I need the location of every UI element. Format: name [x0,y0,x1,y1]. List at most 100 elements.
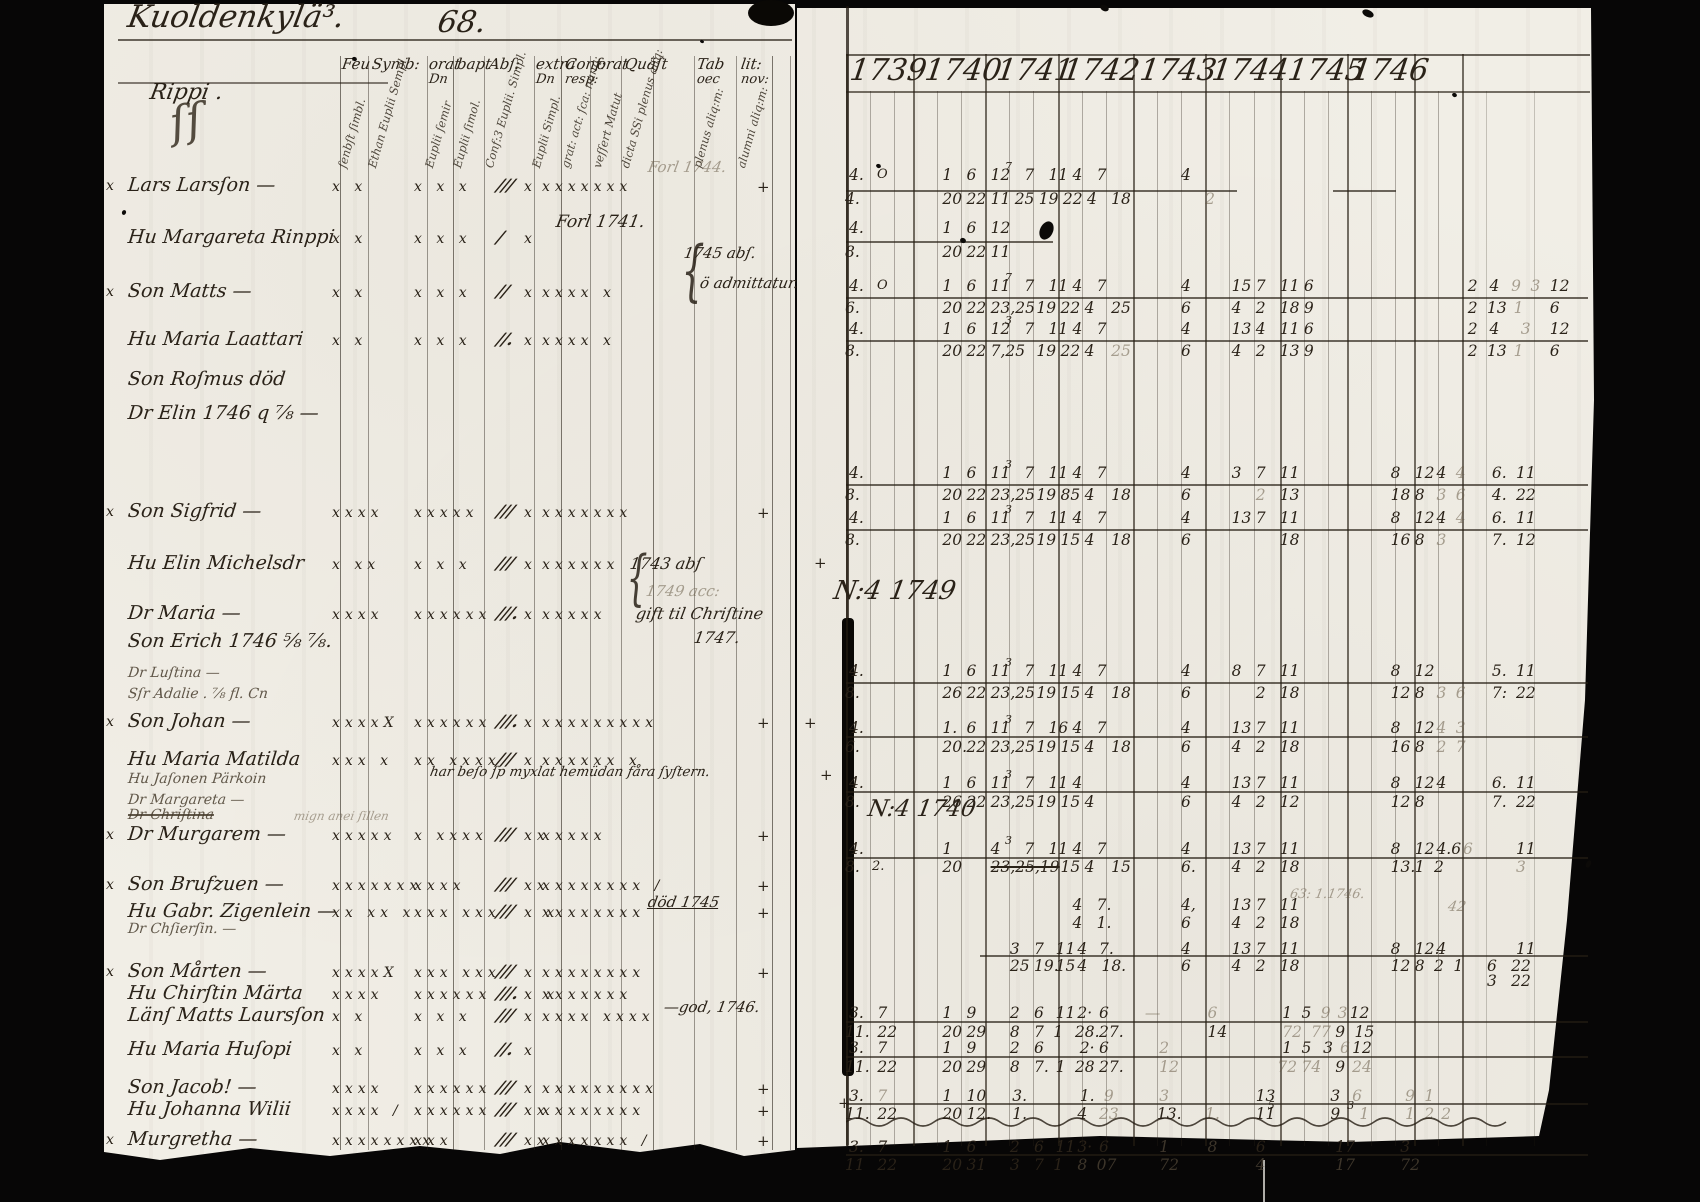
entry-value: 4 [1072,914,1083,932]
entry-value: 5 [1267,1099,1275,1112]
entry-value: 4 [1084,738,1095,756]
person-name: Lars Larsſon — [126,174,277,196]
entry-value: 8 [1414,531,1425,549]
year-label: 1746 [1349,53,1431,88]
sub-column-line [1304,91,1305,1146]
entry-value: 13 [1231,719,1252,737]
entry-value: 4 [1231,738,1242,756]
attendance-marks: xxx xxx [414,965,501,981]
person-name: Son Sigfrid — [126,500,263,522]
entry-value: 1 [942,1039,953,1057]
entry-value: 11 [1055,940,1076,958]
entry-value: 6 [1487,957,1497,975]
column-header: Dn [427,72,449,87]
entry-value: 4 [1231,957,1242,975]
entry-value: 6 [1549,342,1560,360]
person-name: Hu Margareta Rinppi [126,226,336,248]
entry-value: 13 [1279,486,1300,504]
column-header: Tab [695,55,726,73]
entry-value: 4 [1436,509,1447,527]
attendance-marks: x x [332,333,368,349]
entry-value: 22 [966,299,987,317]
left-column-line [736,56,738,1150]
entry-value: 5. [1491,662,1507,680]
plus-mark: + [757,1132,770,1150]
wavy-divider-line [846,1117,1507,1127]
left-column-line [484,56,486,1150]
entry-value: 12 [1279,793,1300,811]
entry-value: 1 [1513,342,1524,360]
entry-row-label: 11 [845,1156,865,1174]
entry-value: 7 [877,1004,888,1022]
right-page-year-band-top-rule [846,54,1590,56]
entry-value: 9 [1303,342,1314,360]
entry-value: 6 [1455,486,1466,504]
entry-value: 13 [1231,840,1252,858]
entry-row-label: 4. [849,464,864,482]
entry-row-label: 4. [849,509,864,527]
person-name: Son Mårten — [126,960,268,982]
entry-value: 2 [1467,320,1478,338]
entry-value: 2 [1009,1138,1020,1156]
person-name: Son Erich 1746 ⅝ ⅞. [126,630,334,652]
right-page-year-band-bottom-rule [846,91,1590,93]
entry-value: 1 [942,320,953,338]
entry-value: 18 [1279,531,1300,549]
entry-value: 3 [1005,656,1013,669]
entry-value: 6 [966,719,977,737]
attendance-marks: xxxxxxx [542,179,633,195]
entry-value: 20 [942,342,963,360]
column-header: lit: [739,55,764,73]
plus-mark: + [757,714,770,732]
entry-value: 3 [1337,1004,1348,1022]
entry-value: 7 [1255,840,1266,858]
margin-note: 63: 1.1746. [1288,887,1367,902]
entry-value: 7 [1024,320,1035,338]
attendance-marks: xxxxxxxx [542,1103,646,1119]
entry-value: 9 [1335,1023,1346,1041]
entry-value: 22 [1511,972,1531,990]
entry-value: 25 [1009,957,1030,975]
entry-value: 3 [1323,1039,1334,1057]
entry-value: 6 [1180,299,1191,317]
year-label: 1742 [1060,53,1142,88]
entry-value: 6 [1099,1039,1109,1057]
entry-value: 11 [990,190,1011,208]
entry-value: 3 [1400,1138,1411,1156]
entry-value: 27. [1099,1023,1124,1041]
sub-column-line [1009,91,1010,1146]
entry-value: 10 [966,1087,987,1105]
left-column-line [621,56,623,1150]
entry-value: 22 [1515,793,1536,811]
entry-sum-rule [846,791,1588,793]
entry-value: 7 [1096,662,1107,680]
entry-value: 20 [942,486,963,504]
entry-value: 22 [877,1105,898,1123]
attendance-marks: xxxxxx [414,607,492,623]
entry-value: 2 [1467,299,1478,317]
entry-value: 12 [1352,1039,1372,1057]
plus-mark: + [804,714,817,732]
entry-value: 1 [942,509,953,527]
person-name: Hu Gabr. Zigenlein — [126,900,338,922]
entry-value: 6 [1180,684,1191,702]
entry-value: 6 [966,509,977,527]
attendance-marks: x [524,715,537,731]
year-column-separator [985,54,987,1146]
plus-mark: + [757,827,770,845]
entry-value: 1. [942,719,958,737]
attendance-marks: x x [332,179,368,195]
attendance-marks: xxxx [414,878,466,894]
entry-value: 18 [1279,684,1300,702]
column-subheader-rotated: alumni aliq:m: [734,85,771,170]
entry-value: 7 [1033,1156,1044,1174]
entry-row-label: 8. [845,531,860,549]
year-column-separator [1280,54,1282,1146]
entry-value: 12 [1414,509,1435,527]
entry-value: 22 [966,190,987,208]
entry-sum-rule [980,955,1588,957]
entry-value: 12 [1159,1058,1180,1076]
entry-value: 8 [1414,738,1425,756]
entry-value: 9 [1511,277,1522,295]
entry-value: 4 [1231,914,1242,932]
